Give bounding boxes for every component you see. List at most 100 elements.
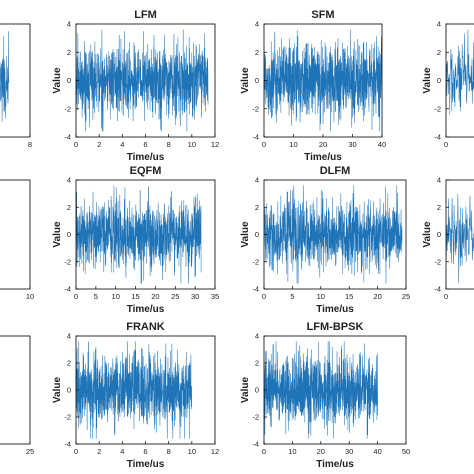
chart-title: LFM xyxy=(134,9,157,21)
y-tick-label: -4 xyxy=(252,285,259,294)
x-tick-label: 0 xyxy=(444,140,448,149)
x-tick-label: 25 xyxy=(402,292,410,301)
y-tick-label: 2 xyxy=(255,203,259,212)
x-tick-label: 20 xyxy=(373,292,381,301)
x-tick-label: 35 xyxy=(211,292,219,301)
x-axis-label: Time/us xyxy=(127,459,165,470)
x-tick-label: 10 xyxy=(188,140,196,149)
x-tick-label: 10 xyxy=(26,292,34,301)
y-tick-label: -2 xyxy=(252,104,259,113)
x-tick-label: 5 xyxy=(290,292,294,301)
y-tick-label: -4 xyxy=(64,440,71,449)
chart-panel-p01: 0 2 4 6 8 10 12 -4 -2 0 2 4 LFM Time/us Value xyxy=(52,9,219,163)
x-tick-label: 30 xyxy=(348,140,356,149)
chart-panel-p12: 0 5 10 15 20 25 -4 -2 0 2 4 DLFM Time/us Value xyxy=(240,165,410,315)
x-tick-label: 12 xyxy=(211,447,219,456)
x-tick-label: 10 xyxy=(288,447,296,456)
x-tick-label: 8 xyxy=(167,447,171,456)
y-axis-label: Value xyxy=(422,67,433,94)
x-tick-label: 10 xyxy=(112,292,120,301)
signal-trace xyxy=(76,341,193,439)
y-tick-label: -4 xyxy=(434,285,441,294)
x-tick-label: 8 xyxy=(167,140,171,149)
y-tick-label: 2 xyxy=(67,203,71,212)
y-tick-label: 2 xyxy=(255,359,259,368)
y-tick-label: 2 xyxy=(67,359,71,368)
x-tick-label: 15 xyxy=(345,292,353,301)
x-tick-label: 20 xyxy=(319,140,327,149)
y-tick-label: 0 xyxy=(67,76,71,85)
axes-frame xyxy=(0,23,31,138)
y-tick-label: 2 xyxy=(67,48,71,57)
x-tick-label: 2 xyxy=(97,140,101,149)
y-tick-label: -2 xyxy=(252,257,259,266)
y-tick-label: 4 xyxy=(255,332,259,341)
chart-panel-p02: 0 10 20 30 40 -4 -2 0 2 4 SFM Time/us Value xyxy=(240,9,386,163)
signal-trace xyxy=(264,29,382,132)
chart-panel-p00: 68 xyxy=(0,23,32,149)
x-tick-label: 30 xyxy=(345,447,353,456)
y-tick-label: 2 xyxy=(437,48,441,57)
x-tick-label: 10 xyxy=(317,292,325,301)
y-tick-label: -4 xyxy=(252,133,259,142)
chart-panel-p11: 0 5 10 15 20 25 30 35 -4 -2 0 2 4 EQFM Time/us Value xyxy=(52,165,219,315)
chart-title: EQFM xyxy=(130,165,162,177)
y-tick-label: -4 xyxy=(434,133,441,142)
signal-trace xyxy=(264,341,378,439)
axes-frame xyxy=(0,335,31,445)
y-tick-label: -4 xyxy=(252,440,259,449)
x-tick-label: 20 xyxy=(151,292,159,301)
chart-title: DLFM xyxy=(320,165,351,177)
x-tick-label: 0 xyxy=(74,447,78,456)
y-tick-label: -2 xyxy=(64,104,71,113)
y-tick-label: 0 xyxy=(255,76,259,85)
y-tick-label: -2 xyxy=(434,104,441,113)
y-tick-label: 0 xyxy=(437,76,441,85)
y-tick-label: 4 xyxy=(255,176,259,185)
x-tick-label: 4 xyxy=(120,447,124,456)
y-tick-label: 0 xyxy=(437,230,441,239)
chart-title: LFM-BPSK xyxy=(307,321,364,333)
y-axis-label: Value xyxy=(422,221,433,248)
y-tick-label: 4 xyxy=(255,20,259,29)
chart-panel-p21: 0 2 4 6 8 10 12 -4 -2 0 2 4 FRANK Time/us Value xyxy=(52,321,219,470)
x-tick-label: 6 xyxy=(143,447,147,456)
x-tick-label: 40 xyxy=(373,447,381,456)
x-axis-label: Time/us xyxy=(127,152,165,163)
x-tick-label: 15 xyxy=(131,292,139,301)
x-tick-label: 0 xyxy=(262,447,266,456)
x-axis-label: Time/us xyxy=(304,152,342,163)
x-tick-label: 8 xyxy=(28,140,32,149)
y-tick-label: -2 xyxy=(434,257,441,266)
x-tick-label: 5 xyxy=(94,292,98,301)
x-axis-label: Time/us xyxy=(316,304,354,315)
chart-panel-p10: 810 xyxy=(0,179,34,301)
y-tick-label: 0 xyxy=(255,230,259,239)
y-tick-label: -2 xyxy=(64,257,71,266)
y-tick-label: 0 xyxy=(67,230,71,239)
x-axis-label: Time/us xyxy=(316,459,354,470)
x-tick-label: 2 xyxy=(97,447,101,456)
x-tick-label: 10 xyxy=(188,447,196,456)
x-tick-label: 6 xyxy=(143,140,147,149)
signal-trace xyxy=(76,185,202,284)
x-tick-label: 0 xyxy=(444,292,448,301)
signal-trace xyxy=(76,29,209,132)
x-tick-label: 0 xyxy=(262,140,266,149)
x-tick-label: 0 xyxy=(74,140,78,149)
y-tick-label: 2 xyxy=(255,48,259,57)
y-tick-label: -2 xyxy=(64,413,71,422)
x-tick-label: 12 xyxy=(211,140,219,149)
y-tick-label: 0 xyxy=(255,386,259,395)
signal-trace xyxy=(446,193,474,283)
signal-trace xyxy=(0,31,10,122)
y-axis-label: Value xyxy=(52,377,63,404)
y-tick-label: -4 xyxy=(64,285,71,294)
y-axis-label: Value xyxy=(240,377,251,404)
chart-title: FRANK xyxy=(126,321,165,333)
chart-panel-p22: 0 10 20 30 40 50 -4 -2 0 2 4 LFM-BPSK Time/us Value xyxy=(240,321,410,470)
x-tick-label: 0 xyxy=(74,292,78,301)
x-tick-label: 0 xyxy=(262,292,266,301)
x-tick-label: 20 xyxy=(317,447,325,456)
